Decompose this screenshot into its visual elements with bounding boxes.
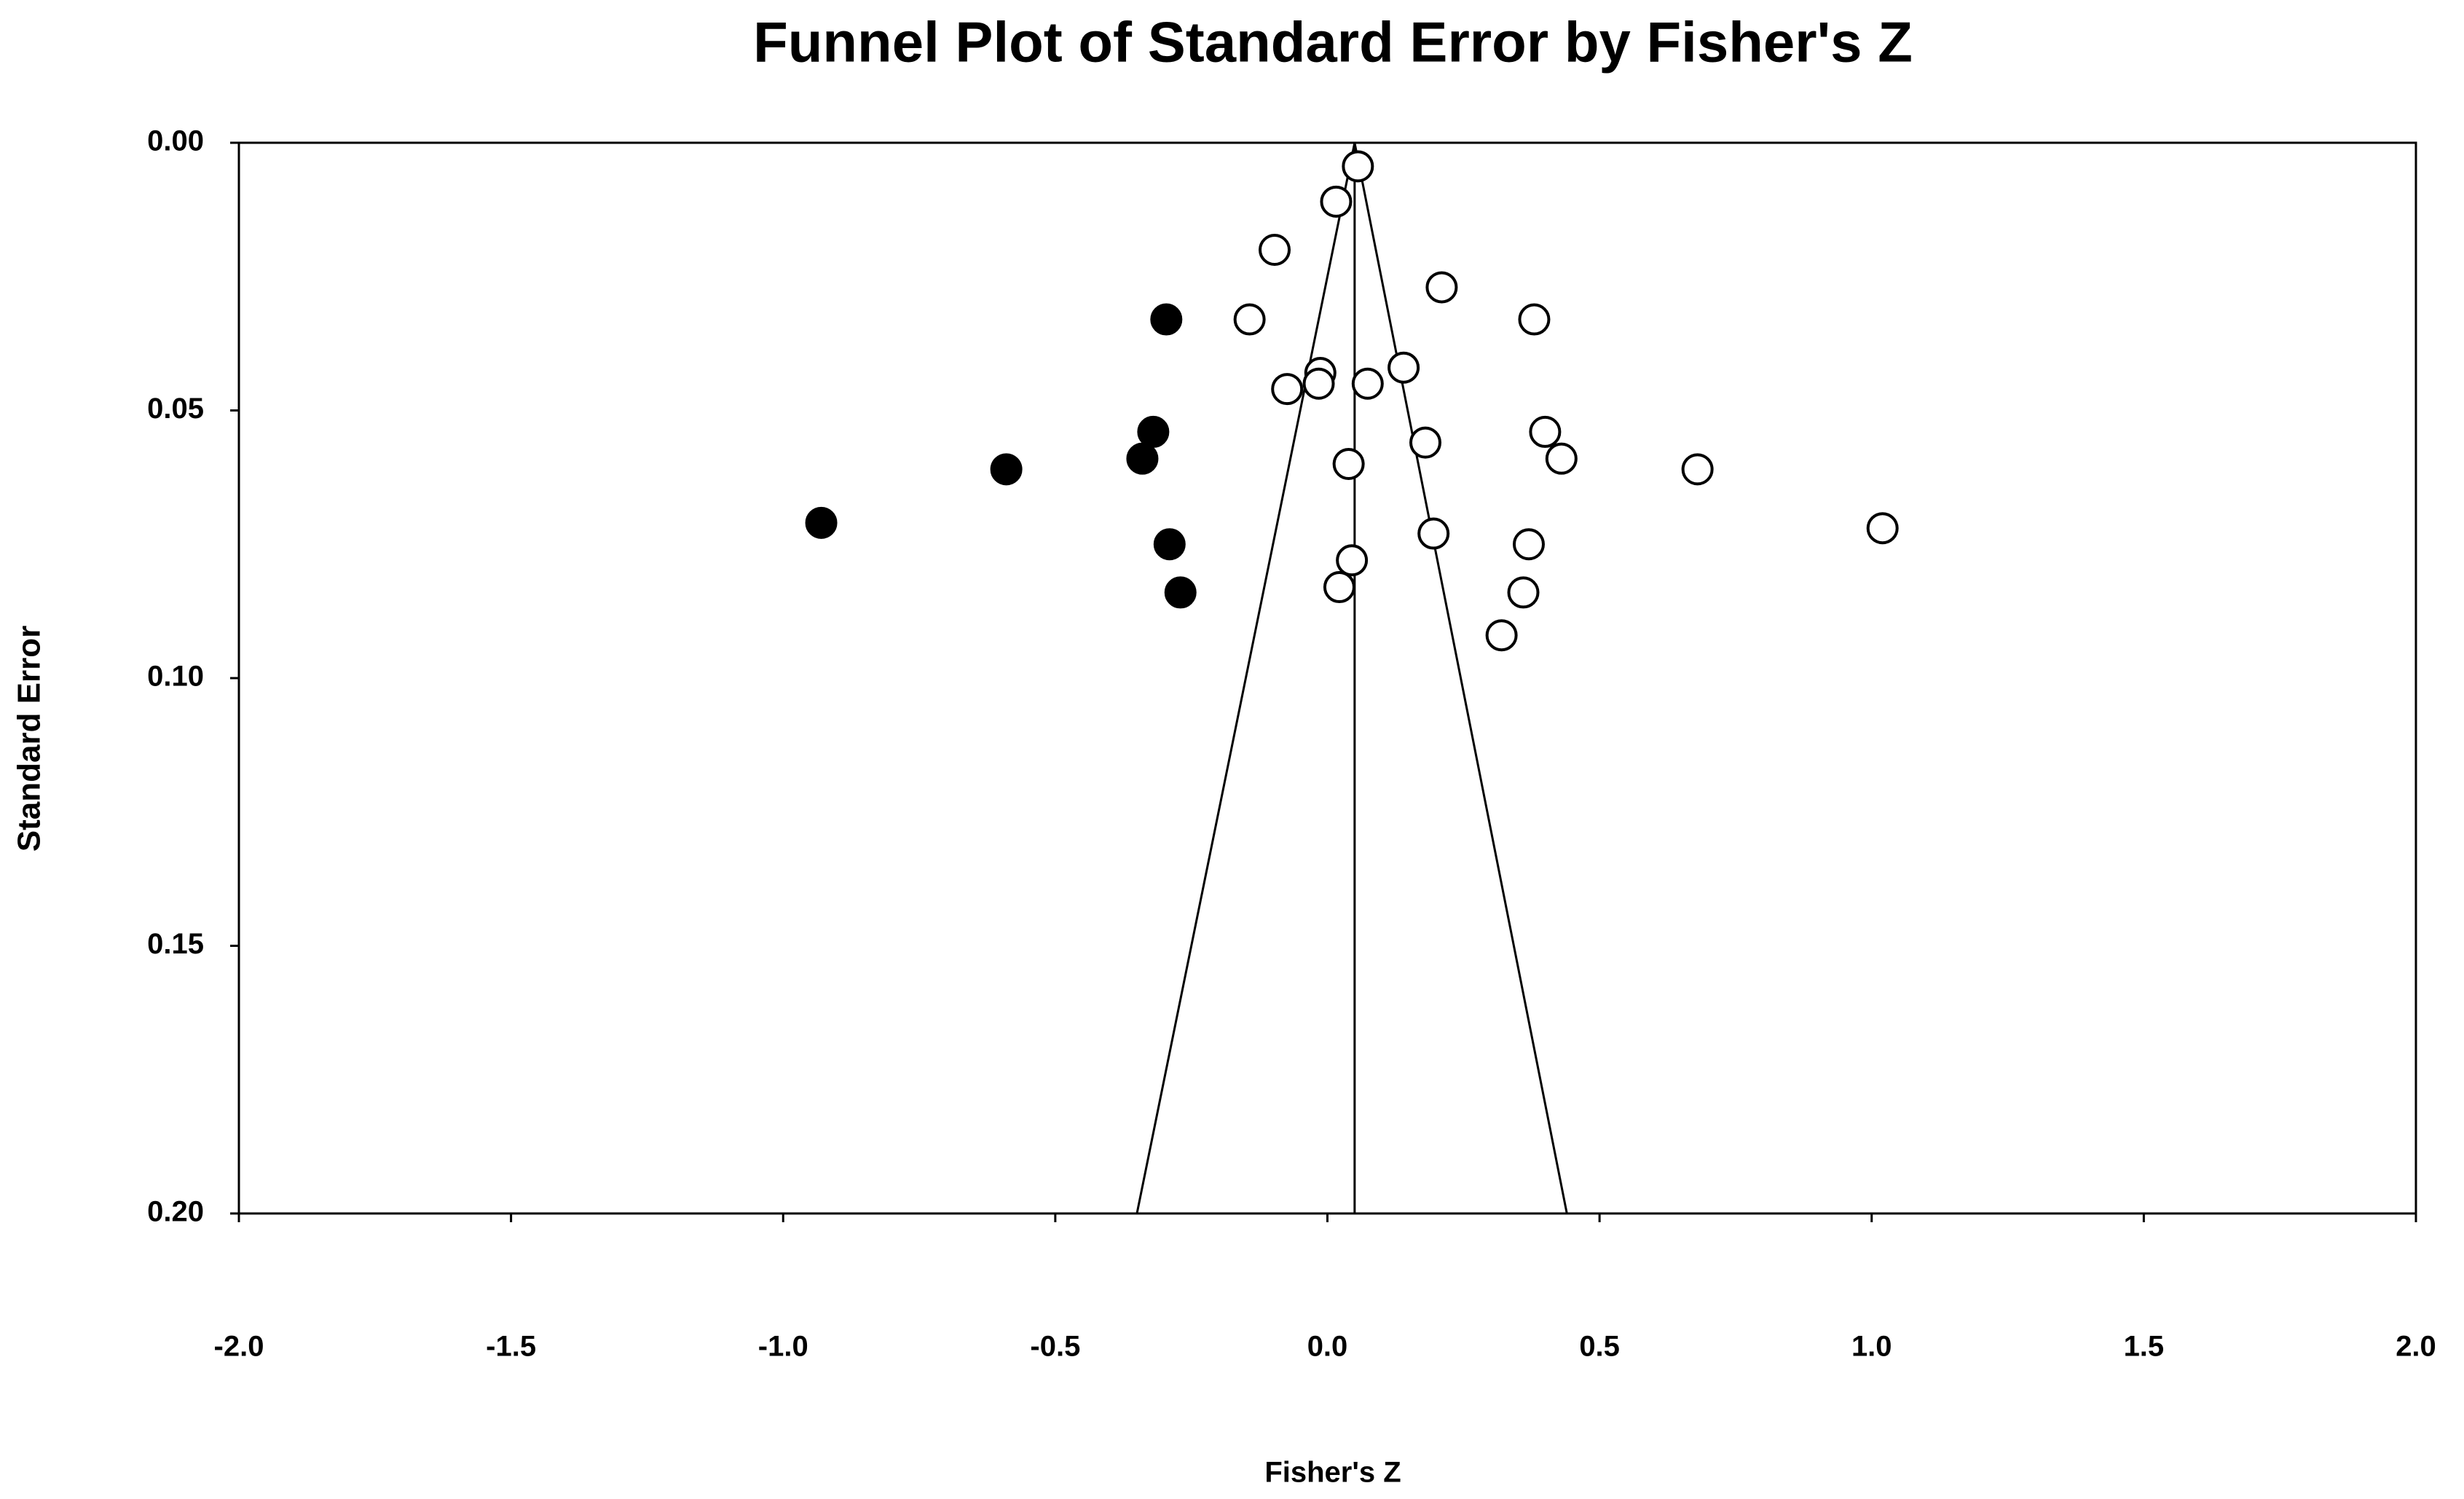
open-point bbox=[1681, 453, 1714, 486]
filled-point bbox=[1164, 576, 1197, 609]
filled-point bbox=[1126, 442, 1159, 475]
x-tick-label: 1.5 bbox=[2124, 1331, 2165, 1363]
x-tick-label: 2.0 bbox=[2396, 1331, 2436, 1363]
filled-point bbox=[1150, 303, 1183, 336]
x-tick-label: -1.0 bbox=[758, 1331, 808, 1363]
filled-point bbox=[1137, 415, 1170, 448]
y-tick-label: 0.00 bbox=[147, 125, 204, 157]
y-tick-label: 0.10 bbox=[147, 661, 204, 693]
y-tick-label: 0.20 bbox=[147, 1196, 204, 1228]
open-point bbox=[1302, 367, 1335, 400]
x-axis-label: Fisher's Z bbox=[1264, 1457, 1401, 1489]
filled-point bbox=[1153, 528, 1186, 561]
open-point bbox=[1518, 303, 1551, 336]
open-point bbox=[1259, 234, 1291, 266]
open-point bbox=[1336, 544, 1369, 577]
filled-point bbox=[805, 506, 838, 539]
open-point bbox=[1351, 367, 1384, 400]
x-tick-label: -1.5 bbox=[486, 1331, 536, 1363]
x-tick-label: 0.0 bbox=[1307, 1331, 1348, 1363]
x-tick-label: 0.5 bbox=[1579, 1331, 1620, 1363]
open-point bbox=[1512, 528, 1545, 561]
y-tick-label: 0.05 bbox=[147, 393, 204, 425]
open-point bbox=[1388, 351, 1420, 384]
open-point bbox=[1271, 373, 1304, 406]
y-tick-label: 0.15 bbox=[147, 928, 204, 960]
open-point bbox=[1417, 517, 1450, 550]
open-point bbox=[1866, 512, 1899, 545]
x-tick-label: -0.5 bbox=[1030, 1331, 1080, 1363]
y-axis-label: Standard Error bbox=[12, 626, 47, 852]
funnel-line bbox=[1135, 142, 1568, 1214]
open-point bbox=[1332, 448, 1365, 480]
chart-title: Funnel Plot of Standard Error by Fisher'… bbox=[753, 10, 1913, 74]
open-point bbox=[1342, 150, 1374, 183]
plot-frame bbox=[237, 141, 2417, 1215]
open-point bbox=[1233, 303, 1266, 336]
x-tick-label: -2.0 bbox=[214, 1331, 264, 1363]
open-point bbox=[1323, 571, 1355, 604]
open-point bbox=[1485, 619, 1518, 652]
open-point bbox=[1507, 576, 1540, 609]
x-tick-label: 1.0 bbox=[1851, 1331, 1892, 1363]
open-point bbox=[1409, 426, 1442, 459]
open-point bbox=[1425, 271, 1458, 304]
open-point bbox=[1545, 442, 1578, 475]
open-point bbox=[1529, 415, 1562, 448]
filled-point bbox=[990, 453, 1023, 486]
open-point bbox=[1320, 185, 1353, 218]
